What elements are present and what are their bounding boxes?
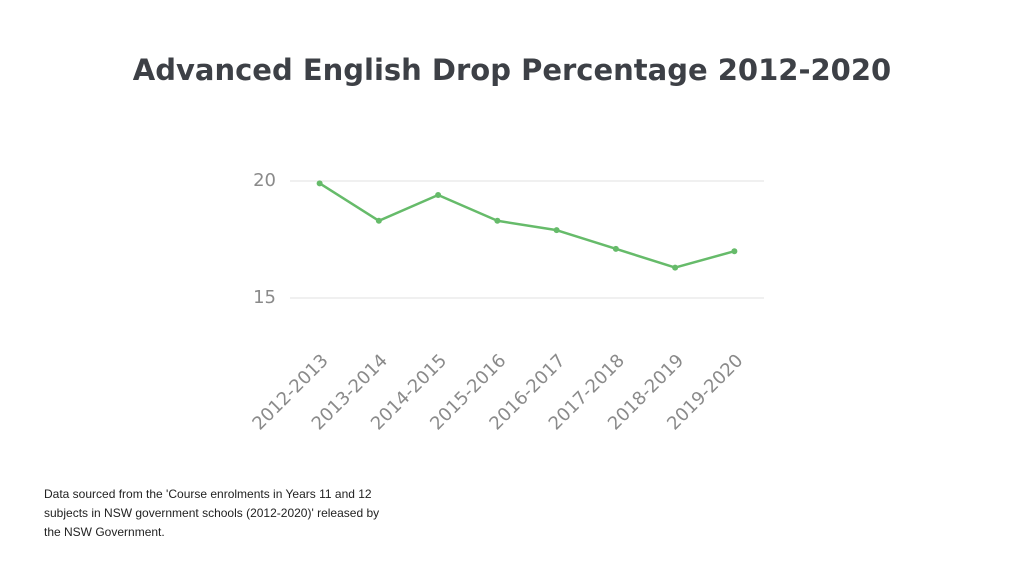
- chart-title: Advanced English Drop Percentage 2012-20…: [133, 53, 891, 87]
- point: [435, 192, 442, 199]
- line: [318, 182, 735, 269]
- point: [553, 227, 560, 234]
- footnote: Data sourced from the 'Course enrolments…: [44, 487, 372, 501]
- point: [494, 217, 501, 224]
- point: [375, 217, 382, 224]
- y-tick-label: 15: [253, 287, 276, 308]
- y-tick-label: 20: [253, 170, 276, 191]
- point: [731, 248, 738, 255]
- point: [672, 264, 679, 271]
- point: [612, 245, 619, 252]
- footnote: the NSW Government.: [44, 525, 165, 539]
- footnote: subjects in NSW government schools (2012…: [44, 506, 379, 520]
- point: [316, 180, 323, 187]
